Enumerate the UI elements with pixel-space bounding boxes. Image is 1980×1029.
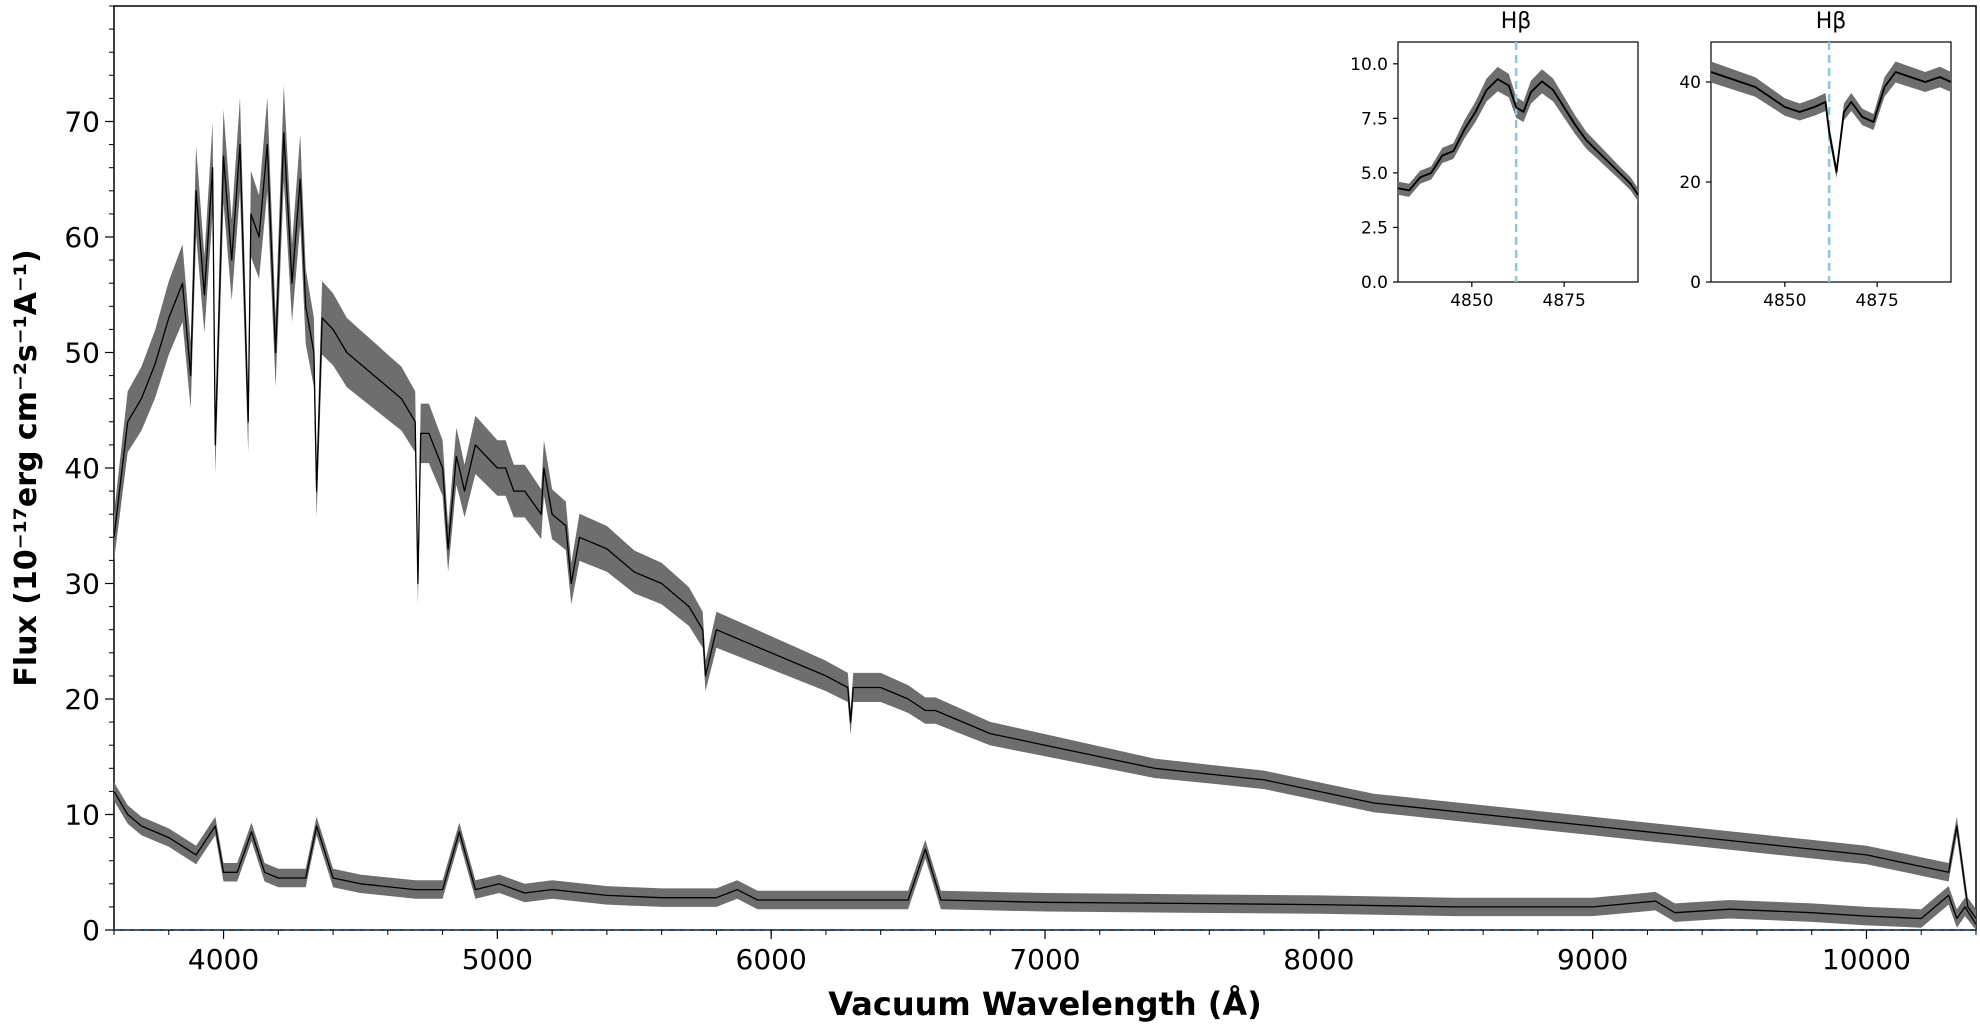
y-tick-label: 0 (82, 914, 100, 947)
series-line-2 (113, 791, 1977, 925)
main-error-bands (114, 85, 1976, 930)
x-tick-label: 8000 (1283, 943, 1354, 976)
x-tick-label: 4000 (188, 943, 259, 976)
x-axis-label: Vacuum Wavelength (Å) (828, 985, 1262, 1023)
x-tick-label: 5000 (462, 943, 533, 976)
x-tick-label: 4875 (1856, 291, 1899, 311)
inset-1-y-ticks: 0.0 2.5 5.0 7.5 10.0 (1350, 55, 1398, 293)
series-line-1 (113, 132, 1977, 919)
y-tick-label: 0.0 (1361, 273, 1388, 293)
y-tick-label: 30 (64, 568, 100, 601)
y-tick-label: 20 (64, 683, 100, 716)
inset-1-x-ticks: 4850 4875 (1450, 282, 1586, 311)
y-tick-label: 10.0 (1350, 55, 1388, 75)
y-tick-label: 7.5 (1361, 109, 1388, 129)
inset-1-title: Hβ (1501, 9, 1532, 34)
x-tick-label: 6000 (736, 943, 807, 976)
inset-hbeta-2: Hβ 4850 4875 0 20 40 (1679, 9, 1952, 311)
y-tick-label: 40 (64, 452, 100, 485)
y-tick-label: 2.5 (1361, 219, 1388, 239)
y-tick-label: 5.0 (1361, 164, 1388, 184)
series-line-1 (1710, 71, 1952, 173)
error-band-1 (114, 85, 1976, 928)
x-tick-label: 7000 (1009, 943, 1080, 976)
inset-2-x-ticks: 4850 4875 (1763, 282, 1899, 311)
error-band-1 (1711, 61, 1951, 178)
y-tick-label: 50 (64, 337, 100, 370)
x-tick-label: 4850 (1450, 291, 1493, 311)
x-tick-label: 4875 (1543, 291, 1586, 311)
inset-2-error-band (1711, 61, 1951, 178)
x-tick-label: 9000 (1557, 943, 1628, 976)
main-plot-frame (113, 5, 1977, 931)
y-tick-label: 20 (1679, 173, 1701, 193)
inset-2-title: Hβ (1816, 9, 1847, 34)
inset-2-series-line (1710, 71, 1952, 173)
y-axis-label: Flux (10⁻¹⁷erg cm⁻²s⁻¹A⁻¹) (9, 249, 44, 686)
y-tick-label: 10 (64, 799, 100, 832)
main-plot: 4000 5000 6000 7000 8000 9000 10000 0 10 20 30 40 5… (9, 5, 1977, 1023)
main-y-ticks: 0 10 20 30 40 50 60 70 (64, 5, 114, 947)
inset-2-y-ticks: 0 20 40 (1679, 73, 1711, 293)
y-tick-label: 70 (64, 106, 100, 139)
main-x-ticks: 4000 5000 6000 7000 8000 9000 10000 (113, 930, 1977, 976)
main-series-lines (113, 132, 1977, 925)
y-tick-label: 0 (1690, 273, 1701, 293)
x-tick-label: 10000 (1822, 943, 1911, 976)
y-tick-label: 60 (64, 221, 100, 254)
series-line-1 (1397, 78, 1639, 196)
error-band-2 (114, 782, 1976, 930)
inset-hbeta-1: Hβ 4850 4875 0.0 2.5 5.0 7.5 10.0 (1350, 9, 1639, 311)
inset-1-series-line (1397, 78, 1639, 196)
x-tick-label: 4850 (1763, 291, 1806, 311)
y-tick-label: 40 (1679, 73, 1701, 93)
